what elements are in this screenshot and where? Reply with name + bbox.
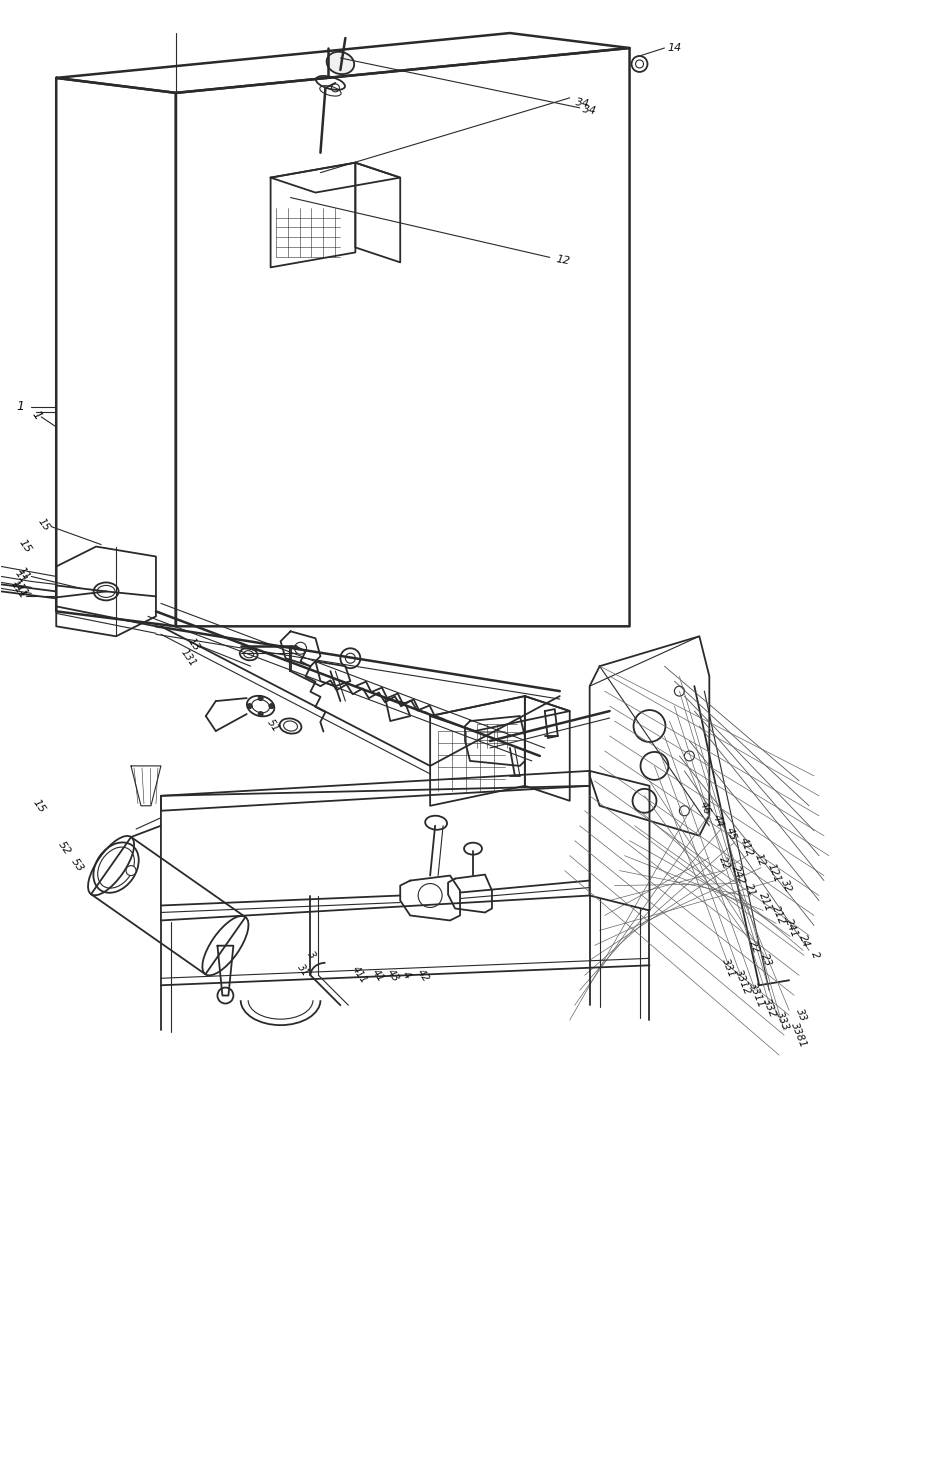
- Text: 46: 46: [699, 800, 713, 815]
- Text: 53: 53: [69, 858, 86, 874]
- Text: 2: 2: [809, 950, 821, 960]
- Text: 15: 15: [36, 516, 52, 534]
- Circle shape: [258, 711, 263, 717]
- Text: 12: 12: [555, 254, 570, 267]
- Text: 11: 11: [16, 566, 32, 582]
- Text: 24: 24: [797, 934, 811, 950]
- Text: 15: 15: [31, 798, 48, 815]
- Text: 111: 111: [10, 581, 29, 601]
- Text: 13: 13: [186, 636, 202, 652]
- Circle shape: [341, 648, 361, 668]
- Text: 21: 21: [744, 881, 758, 897]
- Text: 43: 43: [386, 968, 401, 984]
- Text: 22: 22: [717, 855, 731, 871]
- Text: 111: 111: [11, 578, 30, 600]
- Text: 23: 23: [759, 953, 773, 969]
- Text: 52: 52: [56, 839, 72, 856]
- Circle shape: [269, 704, 274, 708]
- Text: 241: 241: [783, 918, 800, 940]
- Text: 412: 412: [738, 836, 755, 858]
- Text: 3381: 3381: [789, 1020, 808, 1050]
- Text: 242: 242: [730, 865, 747, 887]
- Text: 42: 42: [415, 968, 431, 984]
- Text: 332: 332: [762, 997, 778, 1019]
- Ellipse shape: [327, 51, 354, 75]
- Text: 15: 15: [16, 538, 32, 556]
- Text: 31: 31: [295, 962, 311, 978]
- Text: 211: 211: [757, 891, 774, 913]
- Text: 3: 3: [306, 950, 317, 960]
- Text: 34: 34: [582, 104, 598, 116]
- Circle shape: [248, 704, 252, 708]
- Text: 1: 1: [30, 408, 45, 422]
- Text: 33: 33: [794, 1007, 808, 1023]
- Text: 44: 44: [711, 812, 725, 828]
- Text: 34: 34: [575, 97, 590, 108]
- Text: 212: 212: [770, 905, 787, 927]
- Text: 41: 41: [370, 968, 387, 984]
- Text: 32: 32: [779, 878, 793, 894]
- Text: 1: 1: [16, 400, 25, 413]
- Text: 3312: 3312: [733, 968, 752, 997]
- Circle shape: [258, 695, 263, 701]
- Text: 12: 12: [752, 852, 766, 868]
- Text: 131: 131: [179, 648, 198, 668]
- Text: 331: 331: [721, 957, 737, 979]
- Text: 45: 45: [724, 825, 739, 841]
- Circle shape: [126, 865, 136, 875]
- Text: 121: 121: [765, 862, 782, 884]
- Text: 51: 51: [266, 718, 282, 734]
- Text: 4: 4: [400, 969, 412, 981]
- Text: 3311: 3311: [747, 981, 766, 1010]
- Text: 333: 333: [774, 1010, 791, 1032]
- Text: 14: 14: [667, 43, 682, 53]
- Text: 11: 11: [13, 569, 30, 585]
- Text: 411: 411: [350, 965, 369, 985]
- Text: 22: 22: [747, 940, 762, 956]
